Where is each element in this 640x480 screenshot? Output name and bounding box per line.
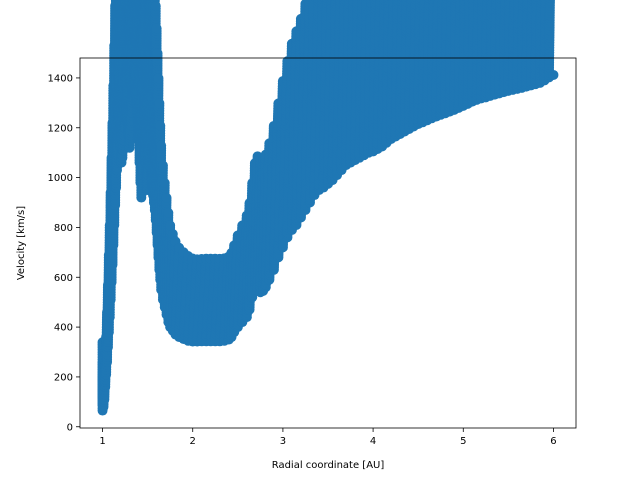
chart-figure: 123456 0200400600800100012001400 Radial … bbox=[0, 0, 640, 480]
